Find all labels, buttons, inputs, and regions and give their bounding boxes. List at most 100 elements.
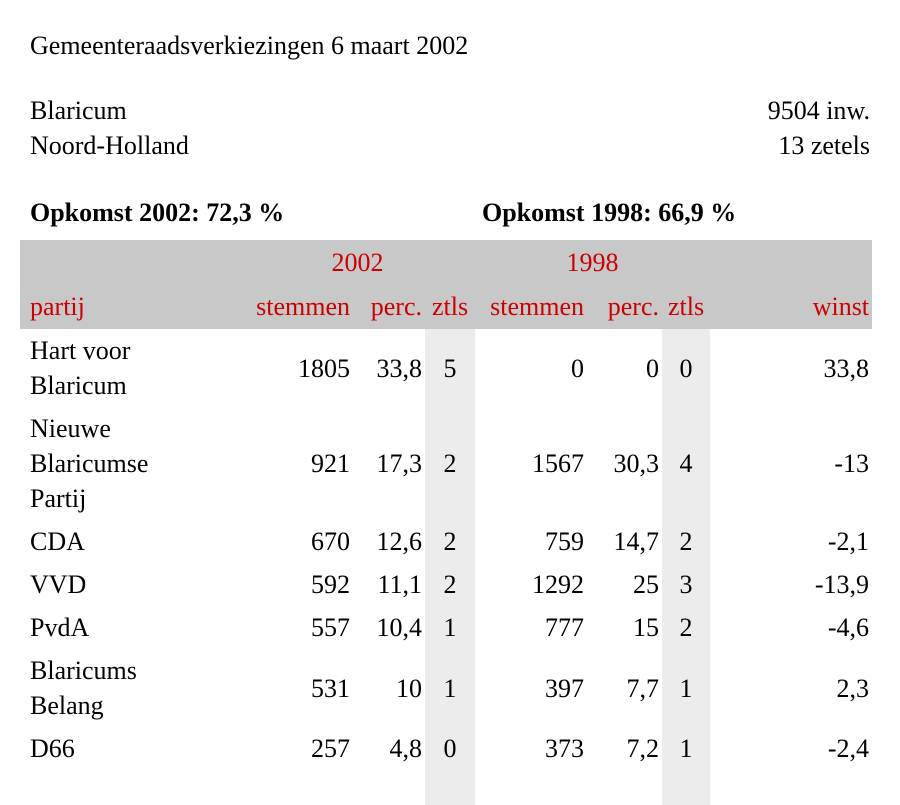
col-header-ztls-1998: ztls [662,285,711,329]
cell-winst: -2,4 [827,734,870,763]
cell-perc-2002: 17,3 [376,449,423,478]
cell-perc-1998: 30,3 [613,449,660,478]
cell-stemmen-2002: 531 [311,673,350,703]
col-header-stemmen-2002: stemmen [240,285,353,329]
cell-stemmen-2002: 257 [311,734,350,763]
municipality-name: Blaricum [30,96,127,125]
party-name-text: CDA [30,527,85,556]
turnout-row: Opkomst 2002: 72,3 % Opkomst 1998: 66,9 … [30,195,870,230]
table-row: Nieuwe Blaricumse Partij 921 17,3 2 1567… [20,407,872,520]
col-header-partij: partij [20,285,240,329]
table-row: Hart voor Blaricum 1805 33,8 5 0 0 0 33,… [20,329,872,407]
cell-winst: -2,1 [827,527,870,556]
filler-cell [475,770,587,805]
cell-ztls-1998: 2 [662,606,711,649]
cell-stemmen-1998: 1567 [532,449,585,478]
cell-ztls-1998: 0 [662,329,711,407]
province-row: Noord-Holland 13 zetels [30,128,870,163]
cell-party-name: Hart voor Blaricum [20,329,240,407]
cell-winst: 33,8 [823,353,870,383]
filler-cell [353,770,425,805]
filler-cell-ztls-2002 [425,770,476,805]
turnout-2002: Opkomst 2002: 72,3 % [30,198,285,227]
table-row: Blaricums Belang 531 10 1 397 7,7 1 2,3 [20,649,872,727]
cell-ztls-2002: 0 [425,727,476,770]
cell-perc-1998: 0 [646,353,660,383]
year-header-spacer-right [710,240,873,285]
cell-party-name: PvdA [20,606,240,649]
cell-perc-1998: 7,7 [626,673,660,703]
cell-perc-1998: 14,7 [613,527,660,556]
cell-perc-1998: 25 [633,570,660,599]
table-row: VVD 592 11,1 2 1292 25 3 -13,9 [20,563,872,606]
year-header-spacer-left [20,240,240,285]
cell-perc-2002: 12,6 [376,527,423,556]
cell-stemmen-2002: 921 [311,449,350,478]
party-name-text: Nieuwe Blaricumse Partij [30,414,149,513]
col-header-winst: winst [710,285,873,329]
cell-stemmen-1998: 1292 [532,570,585,599]
cell-perc-2002: 11,1 [377,570,422,599]
party-name-text: D66 [30,734,75,763]
seats-count: 13 zetels [778,131,870,160]
cell-perc-2002: 10 [396,673,422,703]
cell-party-name: Nieuwe Blaricumse Partij [20,407,240,520]
cell-ztls-1998: 1 [662,727,711,770]
year-1998-header: 1998 [475,240,711,285]
party-name-text: PvdA [30,613,90,642]
cell-winst: -4,6 [827,613,870,642]
cell-ztls-2002: 1 [425,606,476,649]
filler-cell-ztls-1998 [662,770,711,805]
cell-ztls-1998: 1 [662,649,711,727]
col-header-perc-1998: perc. [587,285,663,329]
col-header-perc-2002: perc. [353,285,425,329]
cell-ztls-1998: 2 [662,520,711,563]
filler-cell [710,770,872,805]
col-header-ztls-2002: ztls [425,285,476,329]
year-2002-header: 2002 [240,240,476,285]
cell-stemmen-2002: 670 [311,527,350,556]
filler-cell [587,770,662,805]
cell-perc-1998: 7,2 [626,734,660,763]
cell-perc-2002: 4,8 [389,734,423,763]
table-row: PvdA 557 10,4 1 777 15 2 -4,6 [20,606,872,649]
filler-cell [240,770,353,805]
cell-stemmen-2002: 592 [311,570,350,599]
column-header-row: partij stemmen perc. ztls stemmen perc. … [20,285,873,329]
party-name-text: VVD [30,570,87,599]
party-name-text: Blaricums Belang [30,656,137,720]
cell-perc-1998: 15 [633,613,660,642]
table-filler-row [20,770,872,805]
col-header-stemmen-1998: stemmen [475,285,588,329]
cell-stemmen-1998: 397 [545,673,585,703]
municipality-row: Blaricum 9504 inw. [30,93,870,128]
cell-stemmen-1998: 0 [571,353,585,383]
cell-ztls-1998: 3 [662,563,711,606]
cell-winst: 2,3 [836,673,870,703]
cell-party-name: Blaricums Belang [20,649,240,727]
election-results-page: Gemeenteraadsverkiezingen 6 maart 2002 B… [0,28,900,805]
cell-stemmen-1998: 777 [545,613,585,642]
turnout-1998: Opkomst 1998: 66,9 % [482,198,737,227]
table-row: CDA 670 12,6 2 759 14,7 2 -2,1 [20,520,872,563]
cell-party-name: CDA [20,520,240,563]
cell-ztls-2002: 2 [425,563,476,606]
cell-stemmen-2002: 557 [311,613,350,642]
party-name-text: Hart voor Blaricum [30,336,131,400]
cell-stemmen-2002: 1805 [298,353,350,383]
cell-ztls-2002: 2 [425,520,476,563]
cell-ztls-2002: 2 [425,407,476,520]
table-row: D66 257 4,8 0 373 7,2 1 -2,4 [20,727,872,770]
cell-winst: -13 [834,449,870,478]
year-header-row: 2002 1998 [20,240,873,285]
cell-party-name: D66 [20,727,240,770]
cell-ztls-2002: 1 [425,649,476,727]
cell-stemmen-1998: 373 [545,734,585,763]
inhabitants-count: 9504 inw. [767,96,870,125]
cell-perc-2002: 33,8 [376,353,423,383]
page-title: Gemeenteraadsverkiezingen 6 maart 2002 [30,31,469,60]
filler-cell [20,770,240,805]
cell-ztls-1998: 4 [662,407,711,520]
cell-stemmen-1998: 759 [545,527,585,556]
municipality-info: Blaricum 9504 inw. Noord-Holland 13 zete… [30,93,870,163]
